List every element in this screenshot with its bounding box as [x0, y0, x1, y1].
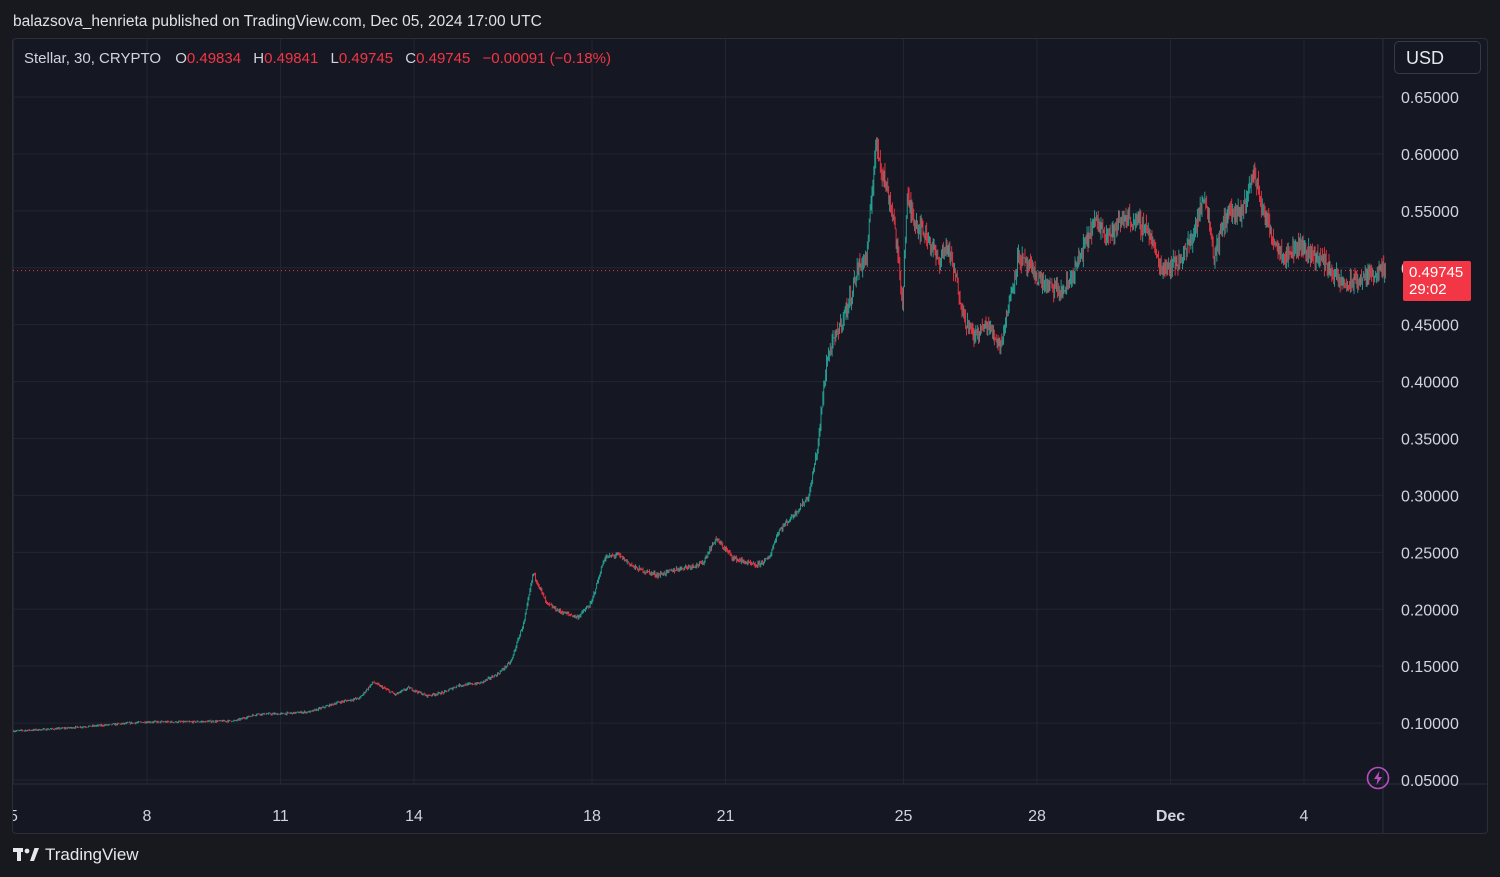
time-tick-label: 21 — [717, 808, 735, 825]
price-tick-label: 0.05000 — [1401, 773, 1459, 790]
bar-countdown: 29:02 — [1409, 280, 1447, 298]
chart-pane[interactable]: 0.650000.600000.550000.500000.450000.400… — [12, 38, 1488, 834]
high-label: H — [253, 50, 265, 67]
price-tick-label: 0.65000 — [1401, 90, 1459, 107]
change-value: −0.00091 (−0.18%) — [482, 50, 611, 67]
brand-name: TradingView — [45, 845, 139, 864]
price-tick-label: 0.25000 — [1401, 545, 1459, 562]
tradingview-logo-icon — [13, 848, 39, 861]
price-tick-label: 0.20000 — [1401, 602, 1459, 619]
tradingview-logo[interactable]: TradingView — [13, 845, 139, 865]
last-price-badge: 0.49745 29:02 — [1403, 260, 1471, 301]
time-tick-label: 4 — [1300, 808, 1309, 825]
close-label: C — [405, 50, 417, 67]
time-tick-label: 25 — [895, 808, 913, 825]
time-tick-label: 11 — [272, 808, 289, 825]
high-value: 0.49841 — [264, 50, 319, 67]
candles — [13, 137, 1387, 733]
candlestick-chart[interactable]: 0.650000.600000.550000.500000.450000.400… — [13, 39, 1487, 833]
time-tick-label: 28 — [1028, 808, 1046, 825]
low-value: 0.49745 — [338, 50, 394, 67]
symbol-label[interactable]: Stellar, 30, CRYPTO — [24, 50, 162, 67]
time-tick-label: 18 — [583, 808, 601, 825]
close-value: 0.49745 — [416, 50, 471, 67]
low-label: L — [330, 50, 339, 67]
price-tick-label: 0.15000 — [1401, 659, 1459, 676]
price-tick-label: 0.40000 — [1401, 375, 1459, 392]
open-label: O — [175, 50, 187, 67]
time-tick-label: Dec — [1156, 808, 1185, 825]
time-tick-label: 5 — [13, 808, 18, 825]
price-tick-label: 0.35000 — [1401, 432, 1459, 449]
price-tick-label: 0.55000 — [1401, 204, 1459, 221]
open-value: 0.49834 — [186, 50, 242, 67]
time-tick-label: 8 — [143, 808, 152, 825]
last-price-value: 0.49745 — [1409, 263, 1464, 281]
lightning-bolt-icon[interactable] — [1366, 766, 1390, 790]
time-tick-label: 14 — [405, 808, 423, 825]
price-tick-label: 0.60000 — [1401, 147, 1459, 164]
currency-button[interactable]: USD — [1394, 41, 1481, 74]
price-tick-label: 0.45000 — [1401, 318, 1459, 335]
ohlc-legend: Stellar, 30, CRYPTO O0.49834 H0.49841 L0… — [24, 50, 611, 67]
publisher-attribution: balazsova_henrieta published on TradingV… — [13, 13, 542, 30]
price-tick-label: 0.10000 — [1401, 716, 1459, 733]
price-tick-label: 0.30000 — [1401, 488, 1459, 505]
